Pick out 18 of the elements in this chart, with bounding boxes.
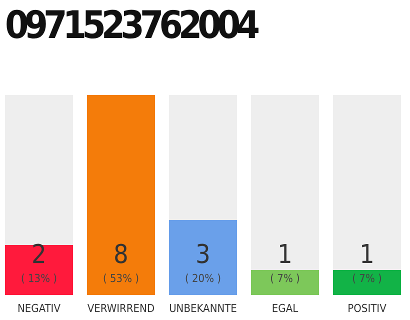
data-label: 1 <box>278 240 292 270</box>
annotation: ( 20% ) <box>184 272 222 285</box>
annotation: ( 7% ) <box>352 272 382 285</box>
data-label: 1 <box>360 240 374 270</box>
bar <box>333 270 401 295</box>
data-label: 2 <box>32 240 46 270</box>
x-tick-label: UNBEKANNTE <box>169 302 237 315</box>
data-label: 8 <box>114 240 128 270</box>
chart-title: 0971523762004 <box>5 3 260 47</box>
data-label: 3 <box>196 240 210 270</box>
x-tick-label: POSITIV <box>348 302 387 315</box>
x-tick-label: EGAL <box>272 302 299 315</box>
annotation: ( 53% ) <box>102 272 140 285</box>
bar <box>251 270 319 295</box>
annotation: ( 13% ) <box>20 272 58 285</box>
x-tick-label: VERWIRREND <box>87 302 155 315</box>
x-tick-label: NEGATIV <box>18 302 61 315</box>
annotation: ( 7% ) <box>270 272 300 285</box>
